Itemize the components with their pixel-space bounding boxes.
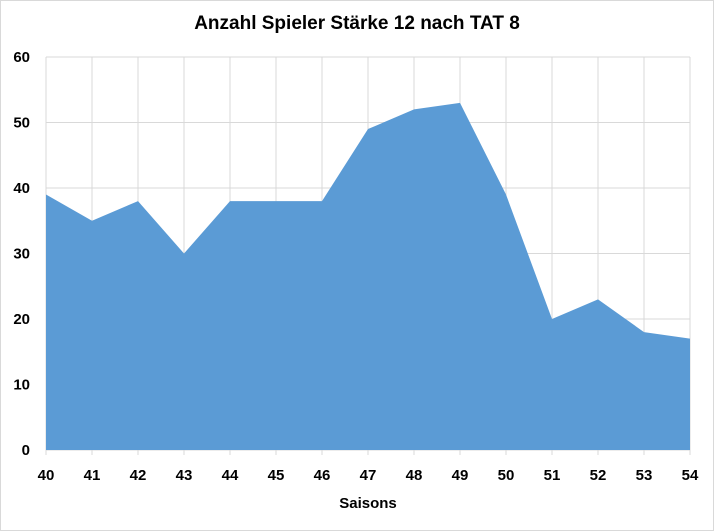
x-tick-label: 41 — [84, 467, 101, 484]
x-axis-label: Saisons — [339, 495, 397, 512]
y-axis-ticks: 0 10 20 30 40 50 60 — [13, 49, 30, 459]
y-tick-label: 0 — [22, 442, 30, 459]
y-tick-label: 60 — [13, 49, 30, 66]
x-tick-label: 46 — [314, 467, 331, 484]
y-tick-label: 50 — [13, 115, 30, 132]
y-tick-label: 40 — [13, 180, 30, 197]
x-tick-label: 51 — [544, 467, 561, 484]
x-tick-label: 54 — [682, 467, 699, 484]
chart-title: Anzahl Spieler Stärke 12 nach TAT 8 — [194, 13, 520, 34]
x-tick-label: 47 — [360, 467, 377, 484]
y-tick-label: 10 — [13, 377, 30, 394]
y-tick-label: 30 — [13, 246, 30, 263]
x-tick-label: 40 — [38, 467, 55, 484]
x-tick-label: 49 — [452, 467, 469, 484]
series-area — [46, 102, 690, 450]
x-tick-label: 53 — [636, 467, 653, 484]
x-tick-label: 43 — [176, 467, 193, 484]
x-tick-label: 52 — [590, 467, 607, 484]
series-area-layer — [46, 102, 690, 450]
x-tick-label: 42 — [130, 467, 147, 484]
x-tick-label: 50 — [498, 467, 515, 484]
x-tick-label: 48 — [406, 467, 423, 484]
x-tick-label: 45 — [268, 467, 285, 484]
y-tick-label: 20 — [13, 311, 30, 328]
x-axis-ticks: 40 41 42 43 44 45 46 47 48 49 50 51 52 53 54 — [38, 467, 699, 484]
x-tick-label: 44 — [222, 467, 239, 484]
